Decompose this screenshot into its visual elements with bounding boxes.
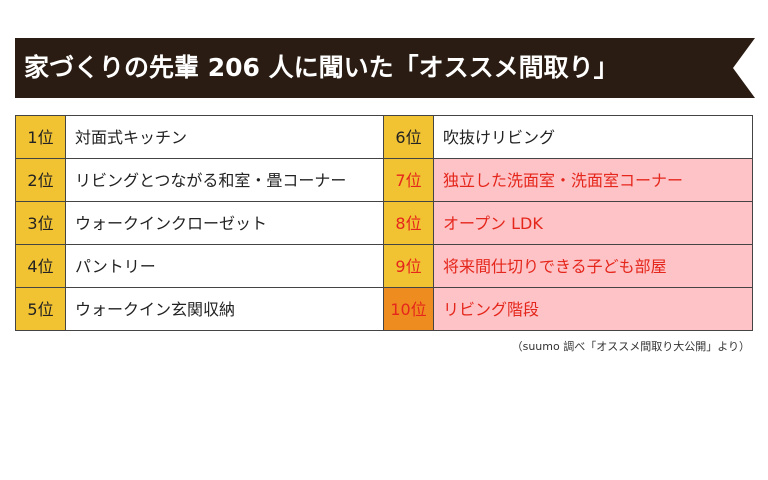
- item-cell: リビング階段: [433, 287, 753, 331]
- item-cell: オープン LDK: [433, 201, 753, 245]
- rank-cell: 10位: [383, 287, 434, 331]
- rank-cell: 3位: [15, 201, 66, 245]
- item-cell: 将来間仕切りできる子ども部屋: [433, 244, 753, 288]
- rank-cell: 4位: [15, 244, 66, 288]
- title-banner: [15, 38, 755, 98]
- title: 家づくりの先輩 206 人に聞いた「オススメ間取り」: [24, 53, 619, 82]
- item-cell: パントリー: [65, 244, 384, 288]
- rank-cell: 9位: [383, 244, 434, 288]
- rank-cell: 2位: [15, 158, 66, 202]
- rank-cell: 6位: [383, 115, 434, 159]
- item-cell: 独立した洗面室・洗面室コーナー: [433, 158, 753, 202]
- item-cell: リビングとつながる和室・畳コーナー: [65, 158, 384, 202]
- rank-cell: 5位: [15, 287, 66, 331]
- rank-cell: 1位: [15, 115, 66, 159]
- footnote: （suumo 調べ「オススメ間取り大公開」より）: [511, 340, 750, 353]
- item-cell: ウォークインクローゼット: [65, 201, 384, 245]
- item-cell: ウォークイン玄関収納: [65, 287, 384, 331]
- rank-cell: 7位: [383, 158, 434, 202]
- item-cell: 対面式キッチン: [65, 115, 384, 159]
- item-cell: 吹抜けリビング: [433, 115, 753, 159]
- rank-cell: 8位: [383, 201, 434, 245]
- banner-shape: [15, 38, 755, 98]
